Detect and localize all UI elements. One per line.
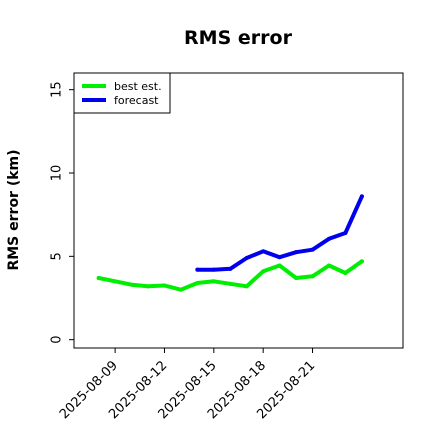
y-tick-label: 15 <box>50 81 65 98</box>
chart-title: RMS error <box>184 27 293 49</box>
data-point <box>310 247 315 252</box>
data-point <box>228 281 233 286</box>
data-point <box>326 263 331 268</box>
data-point <box>178 287 183 292</box>
data-point <box>294 250 299 255</box>
legend-frame <box>73 72 171 114</box>
y-tick-label: 10 <box>50 165 65 182</box>
data-point <box>359 194 364 199</box>
data-point <box>326 236 331 241</box>
data-point <box>261 269 266 274</box>
data-point <box>277 255 282 260</box>
data-point <box>310 274 315 279</box>
data-point <box>294 276 299 280</box>
data-point <box>195 267 200 272</box>
plot-area <box>96 194 364 292</box>
data-point <box>146 284 151 289</box>
legend-label: best est. <box>114 80 162 93</box>
data-point <box>211 279 216 284</box>
data-point <box>244 256 249 260</box>
data-point <box>261 249 266 254</box>
legend: best est.forecast <box>73 72 171 114</box>
data-point <box>129 282 134 287</box>
y-tick-label: 0 <box>50 336 65 344</box>
data-point <box>343 271 348 275</box>
data-point <box>277 263 282 268</box>
data-point <box>96 276 101 280</box>
data-point <box>244 284 249 289</box>
legend-label: forecast <box>114 94 159 107</box>
plot-frame <box>73 72 404 349</box>
y-tick-label: 5 <box>50 252 65 260</box>
data-point <box>195 281 200 285</box>
data-point <box>343 231 348 235</box>
data-point <box>359 259 364 264</box>
data-point <box>113 279 118 284</box>
data-point <box>228 266 233 271</box>
data-point <box>211 267 216 272</box>
data-point <box>162 283 167 288</box>
y-axis-label: RMS error (km) <box>6 149 22 270</box>
